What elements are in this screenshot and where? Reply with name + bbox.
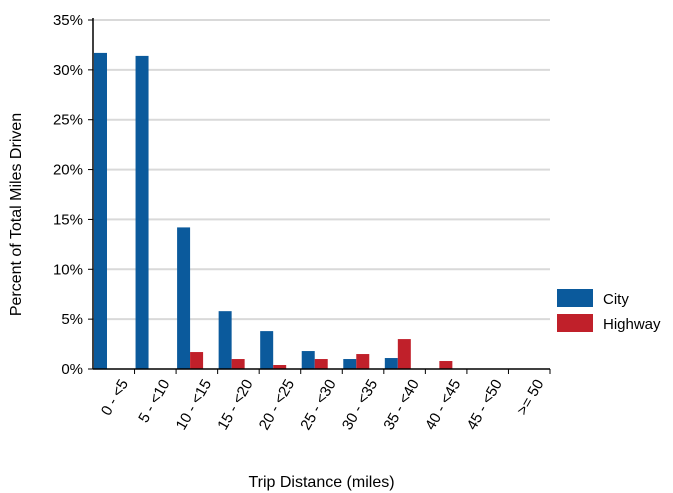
legend-swatch-highway — [557, 314, 593, 332]
x-tick-label: 20 - <25 — [256, 377, 298, 434]
x-tick-label: 40 - <45 — [422, 377, 464, 434]
bar-city-0 — [94, 52, 107, 370]
x-tick-labels: 0 - <5 5 - <10 10 - <15 15 - <20 20 - <25 25 … — [98, 369, 551, 434]
bar-city-2 — [177, 227, 191, 369]
y-tick-label: 0% — [61, 361, 83, 378]
bar-city-1 — [135, 55, 149, 369]
y-tick-labels: 0% 5% 10% 15% 20% 25% 30% 35% — [53, 12, 93, 378]
x-tick-label: 45 - <50 — [463, 377, 505, 434]
x-tick-label: 25 - <30 — [297, 377, 339, 434]
bar-highway-7 — [397, 339, 411, 369]
y-tick-label: 20% — [53, 162, 83, 179]
legend-label-highway: Highway — [603, 316, 661, 333]
bar-highway-6 — [356, 354, 370, 369]
x-tick-label: 10 - <15 — [173, 377, 215, 434]
y-tick-label: 25% — [53, 112, 83, 129]
x-tick-label: 35 - <40 — [380, 377, 422, 434]
x-axis-label: Trip Distance (miles) — [248, 474, 394, 491]
x-tick-label: 15 - <20 — [214, 377, 256, 434]
bars — [94, 52, 453, 370]
bar-highway-8 — [439, 361, 453, 369]
bar-highway-2 — [190, 352, 204, 369]
legend-label-city: City — [603, 291, 629, 308]
y-tick-label: 35% — [53, 12, 83, 29]
bar-highway-5 — [314, 359, 328, 369]
bar-highway-4 — [273, 365, 287, 369]
y-tick-label: 10% — [53, 261, 83, 278]
bar-city-7 — [384, 358, 398, 369]
legend: City Highway — [557, 289, 661, 333]
x-tick-label: 5 - <10 — [135, 377, 173, 426]
legend-swatch-city — [557, 289, 593, 307]
x-tick-label: >= 50 — [514, 377, 548, 419]
bar-city-4 — [260, 331, 274, 369]
axes — [92, 18, 550, 370]
bar-city-3 — [218, 311, 232, 369]
bar-highway-3 — [231, 359, 245, 369]
y-tick-label: 15% — [53, 211, 83, 228]
bar-city-6 — [343, 359, 357, 369]
bar-city-5 — [301, 351, 315, 369]
y-axis-label: Percent of Total Miles Driven — [8, 113, 25, 316]
x-tick-label: 0 - <5 — [98, 377, 132, 419]
gridlines — [93, 19, 550, 321]
x-tick-label: 30 - <35 — [339, 377, 381, 434]
y-tick-label: 30% — [53, 62, 83, 79]
y-tick-label: 5% — [61, 311, 83, 328]
